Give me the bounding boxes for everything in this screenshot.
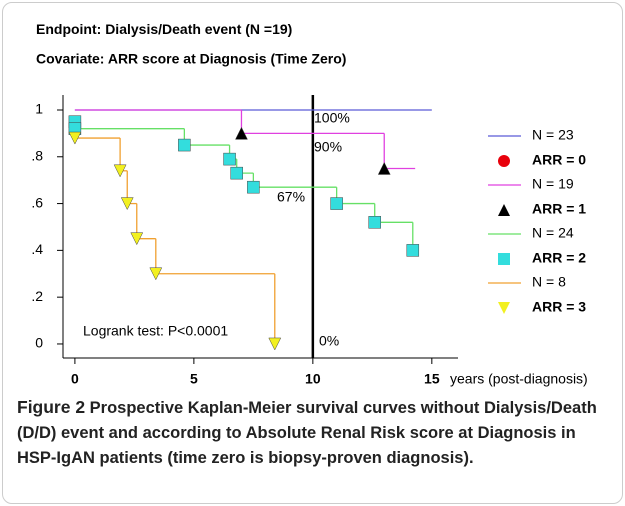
x-tick-label: 10 [305, 371, 321, 387]
legend-label: N = 24 [532, 225, 574, 241]
legend-label: ARR = 0 [532, 152, 586, 168]
marker [223, 152, 236, 166]
y-tick-label: .4 [31, 241, 43, 257]
legend-marker [498, 253, 510, 265]
marker [178, 138, 191, 152]
y-tick-label: .2 [31, 288, 43, 304]
legend-marker [498, 302, 510, 314]
marker [149, 267, 163, 281]
annotation: Logrank test: P<0.0001 [83, 323, 228, 339]
annotation: 0% [319, 333, 339, 349]
marker [406, 244, 420, 257]
legend-label: ARR = 3 [532, 299, 586, 315]
marker [368, 216, 381, 229]
legend-label: N = 19 [532, 176, 574, 192]
chart: Endpoint: Dialysis/Death event (N =19) C… [31, 21, 588, 387]
legend-label: ARR = 2 [532, 250, 586, 266]
marker [247, 180, 260, 194]
chart-title: Endpoint: Dialysis/Death event (N =19) [36, 21, 292, 37]
caption-text: Prospective Kaplan-Meier survival curves… [17, 399, 597, 467]
caption-label: Figure 2 [17, 397, 86, 417]
legend-label: N = 8 [532, 274, 566, 290]
annotation: 67% [277, 189, 305, 205]
x-tick-label: 15 [424, 371, 440, 387]
annotation: 90% [314, 139, 342, 155]
x-tick-label: 0 [71, 371, 79, 387]
legend-marker [498, 204, 510, 216]
marker [113, 164, 127, 178]
marker [68, 131, 82, 145]
caption: Figure 2 Prospective Kaplan-Meier surviv… [17, 395, 607, 471]
y-tick-label: .8 [31, 147, 43, 163]
legend-marker [498, 155, 510, 167]
x-tick-label: 5 [190, 371, 198, 387]
y-tick-label: 1 [35, 101, 43, 117]
y-tick-label: 0 [35, 335, 43, 351]
title-bold: Endpoint: Dialysis/Death event [36, 21, 242, 37]
marker [235, 126, 248, 140]
marker [377, 161, 391, 175]
marker [268, 337, 282, 351]
y-tick-label: .6 [31, 194, 43, 210]
x-axis-label: years (post-diagnosis) [450, 371, 588, 387]
marker [230, 166, 243, 180]
marker [130, 232, 144, 246]
annotation: 100% [314, 110, 350, 126]
legend-label: N = 23 [532, 127, 574, 143]
chart-subtitle: Covariate: ARR score at Diagnosis (Time … [36, 51, 346, 67]
title-note: (N =19) [245, 21, 292, 37]
marker [330, 197, 343, 210]
legend-label: ARR = 1 [532, 201, 586, 217]
marker [120, 197, 134, 211]
